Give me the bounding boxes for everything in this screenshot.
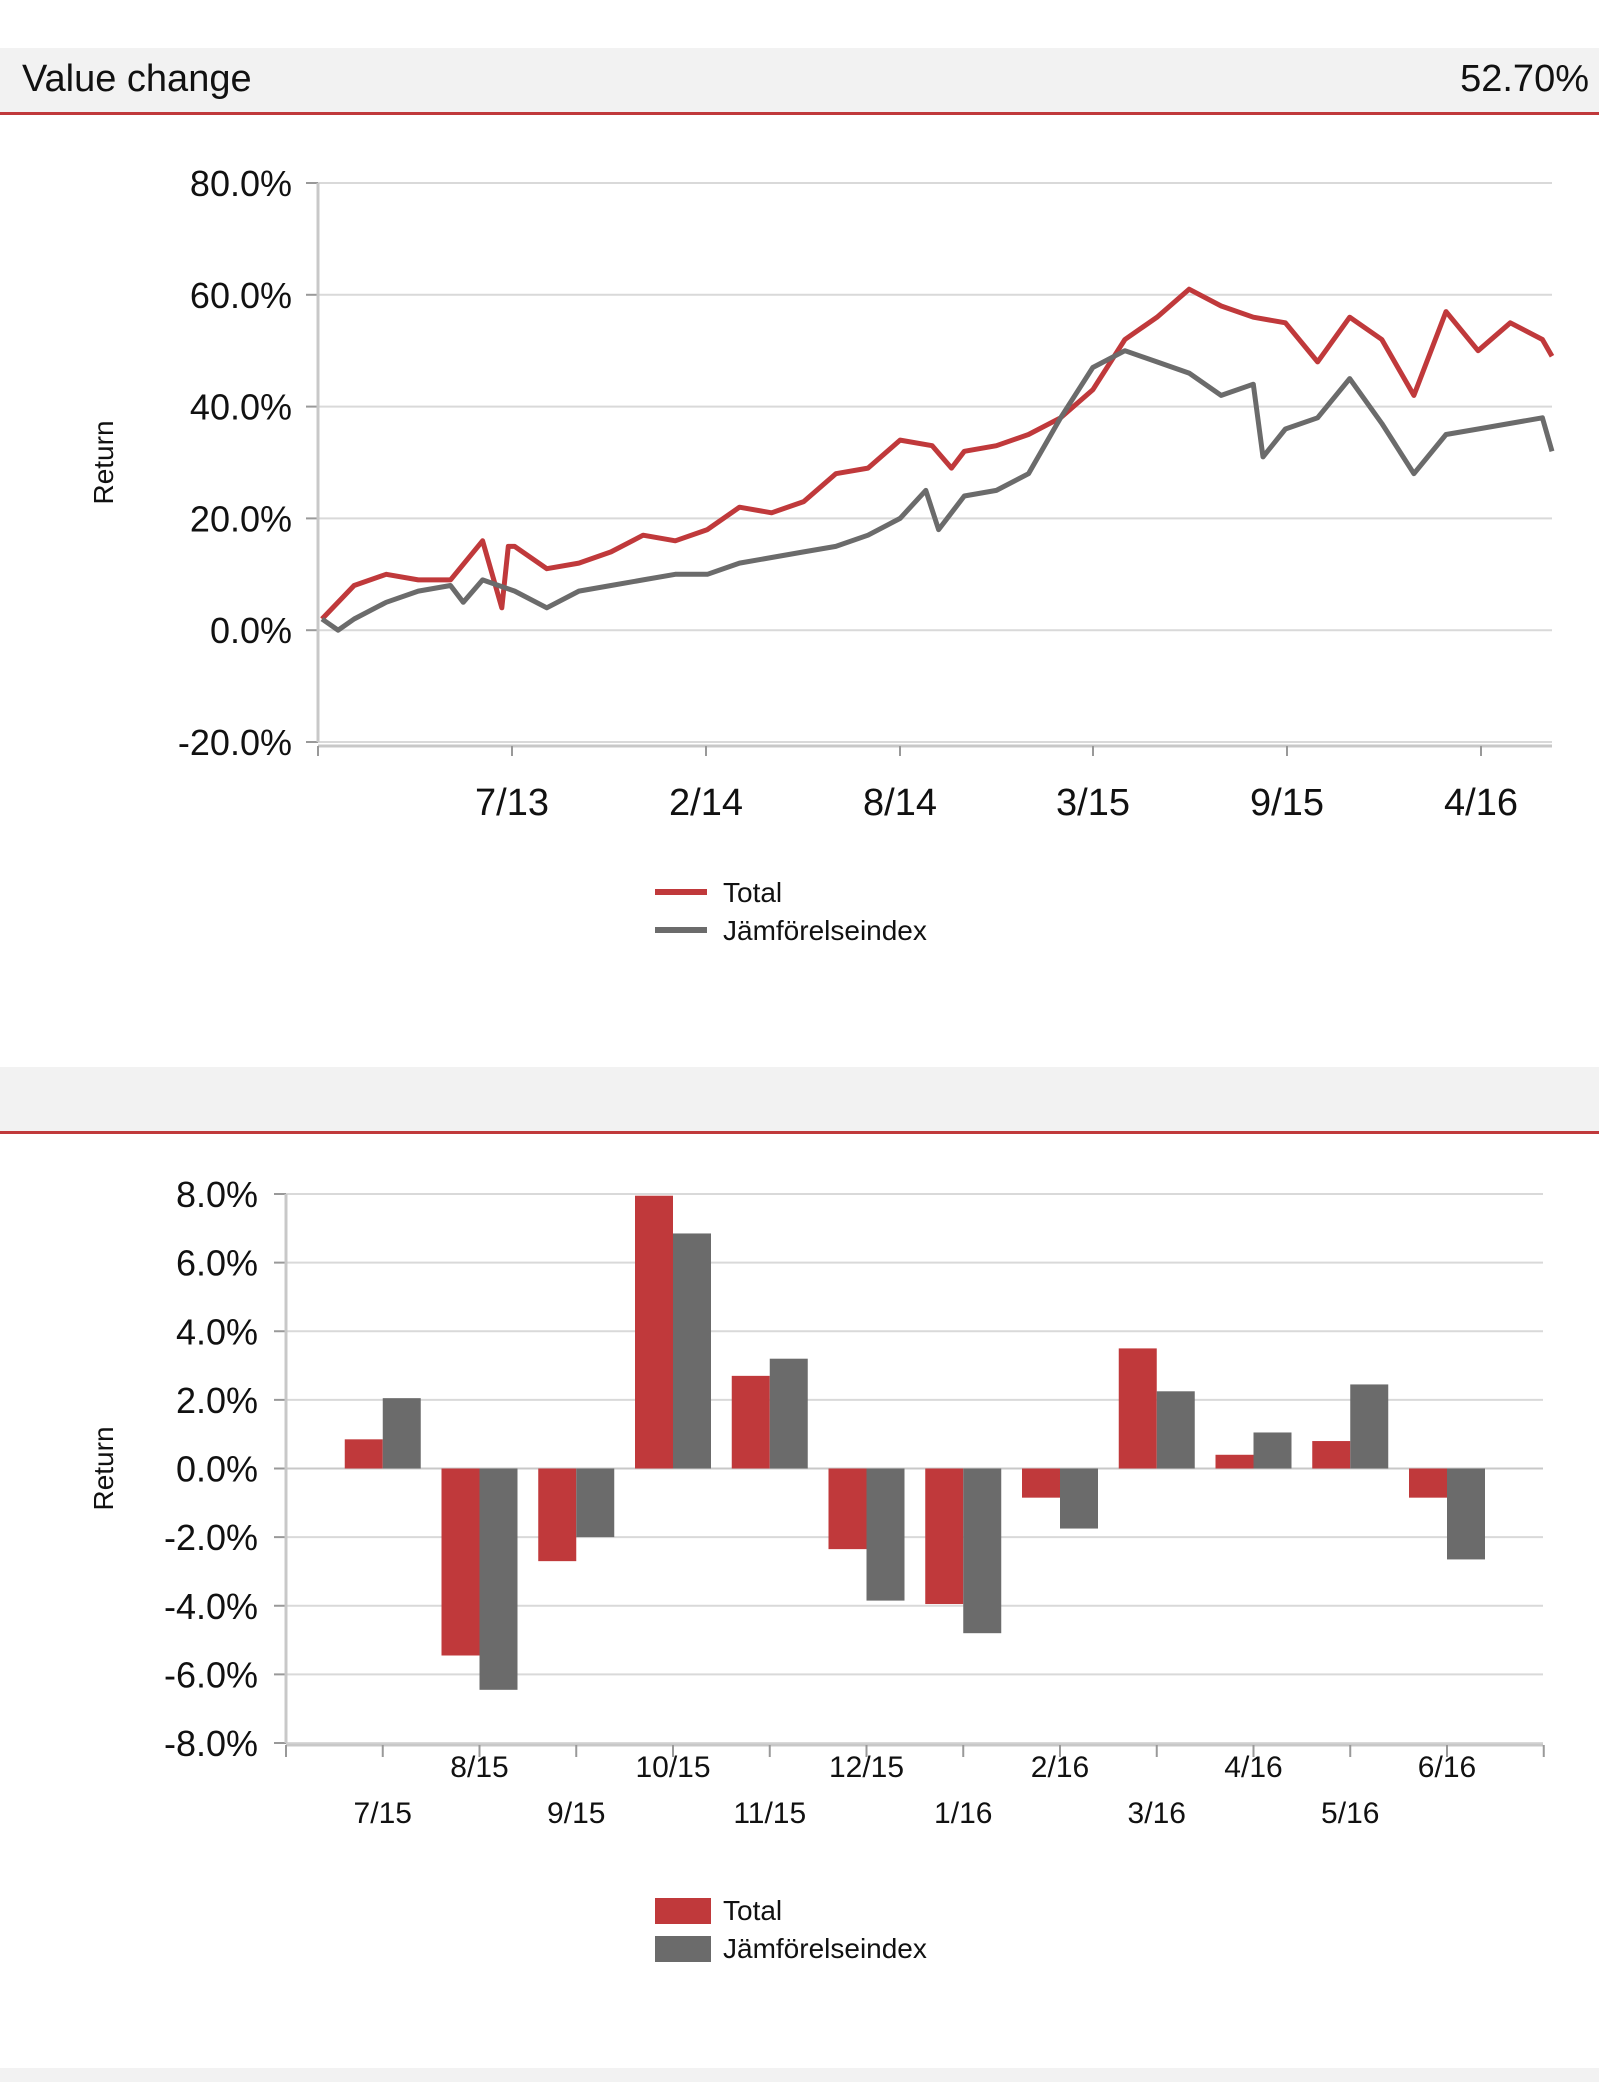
x-tick-label: 7/13 (475, 782, 549, 824)
y-tick-label: 40.0% (190, 387, 292, 428)
bar-index (1253, 1432, 1292, 1469)
bar-index (673, 1233, 711, 1469)
x-tick-label: 8/14 (863, 782, 937, 824)
x-tick-label: 3/15 (1056, 782, 1130, 824)
y-tick-label: 2.0% (176, 1380, 258, 1421)
x-tick-label: 6/16 (1418, 1751, 1476, 1784)
bar-total (538, 1468, 577, 1562)
x-tick-label: 12/15 (829, 1751, 904, 1784)
legend-label: Total (723, 877, 782, 908)
bar-index (1350, 1384, 1389, 1469)
bar-index (1447, 1468, 1485, 1560)
series-line-index (320, 348, 1555, 633)
bar-index (866, 1468, 905, 1601)
monthly-return-header (0, 1067, 1599, 1134)
bar-total (1215, 1454, 1254, 1469)
bar-index (576, 1468, 615, 1538)
total-value-change: 52.70% (1460, 58, 1589, 100)
bar-total (1312, 1441, 1351, 1469)
x-tick-label: 7/15 (354, 1797, 412, 1830)
bar-total (925, 1468, 964, 1605)
y-tick-label: -20.0% (178, 722, 292, 763)
x-tick-label: 5/16 (1321, 1797, 1379, 1830)
bar-total (1409, 1468, 1447, 1498)
bar-total (1022, 1468, 1060, 1498)
x-tick-label: 10/15 (635, 1751, 710, 1784)
section-title: Value change (22, 58, 252, 100)
bar-total (731, 1375, 770, 1469)
y-tick-label: 8.0% (176, 1174, 258, 1215)
x-tick-label: 4/16 (1444, 782, 1518, 824)
bar-index (1060, 1468, 1098, 1529)
y-tick-label: 0.0% (176, 1449, 258, 1490)
x-tick-label: 9/15 (1250, 782, 1324, 824)
bar-index (382, 1398, 421, 1469)
bar-total (635, 1195, 673, 1469)
legend-swatch (655, 1898, 711, 1924)
x-tick-label: 4/16 (1224, 1751, 1282, 1784)
bar-index (963, 1468, 1002, 1634)
bar-total (1118, 1348, 1157, 1469)
bar-index (1156, 1391, 1195, 1469)
legend-label: Jämförelseindex (723, 1933, 927, 1964)
line-chart: 80.0% 60.0% 40.0% 20.0% 0.0% -20.0% 7/13 2/14 8/… (88, 163, 1555, 946)
bar-total (441, 1468, 480, 1656)
y-tick-label: -4.0% (164, 1586, 258, 1627)
series-line-total (320, 286, 1555, 621)
y-tick-label: 4.0% (176, 1311, 258, 1352)
x-tick-label: 11/15 (733, 1797, 806, 1830)
x-tick-label: 1/16 (934, 1797, 992, 1830)
legend-label: Jämförelseindex (723, 915, 927, 946)
bar-chart: 8.0% 6.0% 4.0% 2.0% 0.0% -2.0% -4.0% -6.0% -8.0%… (88, 1174, 1545, 1964)
y-tick-label: -2.0% (164, 1517, 258, 1558)
y-tick-label: 6.0% (176, 1243, 258, 1284)
y-tick-label: 80.0% (190, 163, 292, 204)
bar-index (769, 1358, 808, 1469)
x-tick-label: 9/15 (547, 1797, 605, 1830)
x-tick-label: 8/15 (450, 1751, 508, 1784)
y-tick-label: 60.0% (190, 275, 292, 316)
y-tick-label: 20.0% (190, 498, 292, 539)
legend-label: Total (723, 1895, 782, 1926)
y-axis-label: Return (88, 1426, 119, 1510)
y-axis-label: Return (88, 420, 119, 504)
footer-strip (0, 2068, 1599, 2082)
x-tick-label: 3/16 (1128, 1797, 1186, 1830)
bar-total (344, 1439, 383, 1469)
x-tick-label: 2/16 (1031, 1751, 1089, 1784)
y-tick-label: 0.0% (210, 610, 292, 651)
x-tick-label: 2/14 (669, 782, 743, 824)
value-change-header: Value change 52.70% (0, 48, 1599, 115)
bar-index (479, 1468, 518, 1690)
bar-total (828, 1468, 867, 1550)
legend-swatch (655, 1936, 711, 1962)
y-tick-label: -8.0% (164, 1723, 258, 1764)
y-tick-label: -6.0% (164, 1654, 258, 1695)
